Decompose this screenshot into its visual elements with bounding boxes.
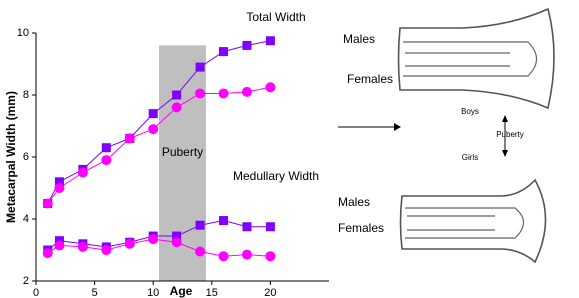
marker <box>265 82 275 92</box>
series-label: Males <box>343 32 375 46</box>
marker <box>43 248 53 258</box>
marker <box>125 133 135 143</box>
x-tick-label: 10 <box>147 287 159 298</box>
marker <box>219 47 228 56</box>
arrow-head <box>394 123 401 131</box>
arrow-head <box>502 115 508 122</box>
x-axis-label: Age <box>170 284 193 298</box>
marker <box>148 234 158 244</box>
marker <box>78 242 88 252</box>
arrow-head <box>502 150 508 157</box>
bone-boys <box>399 9 555 108</box>
y-tick-label: 6 <box>23 151 29 163</box>
puberty-band <box>159 45 206 281</box>
chart: Metacarpal Width (mm) Age Boys Puberty G… <box>0 0 579 298</box>
series-label: Males <box>338 195 370 209</box>
marker <box>266 36 275 45</box>
marker <box>102 143 111 152</box>
diagram-label: Puberty <box>496 130 524 139</box>
series-label: Females <box>347 72 393 86</box>
marker <box>266 222 275 231</box>
puberty-label: Puberty <box>162 145 203 159</box>
marker <box>242 222 251 231</box>
x-tick-label: 5 <box>92 287 98 298</box>
marker <box>54 183 64 193</box>
marker <box>219 251 229 261</box>
x-tick-label: 15 <box>206 287 218 298</box>
group-title: Medullary Width <box>233 169 319 183</box>
marker <box>172 91 181 100</box>
y-tick-label: 8 <box>23 89 29 101</box>
marker <box>172 102 182 112</box>
y-tick-label: 10 <box>17 27 29 39</box>
marker <box>196 221 205 230</box>
marker <box>172 237 182 247</box>
marker <box>148 124 158 134</box>
y-tick-label: 2 <box>23 275 29 287</box>
marker <box>196 63 205 72</box>
marker <box>101 245 111 255</box>
group-title: Total Width <box>246 10 305 24</box>
marker <box>219 88 229 98</box>
marker <box>54 240 64 250</box>
x-tick-label: 20 <box>264 287 276 298</box>
diagram-label: Girls <box>462 153 478 162</box>
marker <box>265 251 275 261</box>
marker <box>242 41 251 50</box>
y-tick-label: 4 <box>23 213 29 225</box>
marker <box>101 155 111 165</box>
x-tick-label: 0 <box>33 287 39 298</box>
marker <box>242 87 252 97</box>
marker <box>195 247 205 257</box>
diagram-label: Boys <box>461 107 479 116</box>
y-axis-label: Metacarpal Width (mm) <box>4 91 18 223</box>
marker <box>149 109 158 118</box>
marker <box>125 239 135 249</box>
series-label: Females <box>338 221 384 235</box>
marker <box>43 199 53 209</box>
marker <box>78 168 88 178</box>
marker <box>219 216 228 225</box>
marker <box>242 250 252 260</box>
marker <box>195 88 205 98</box>
